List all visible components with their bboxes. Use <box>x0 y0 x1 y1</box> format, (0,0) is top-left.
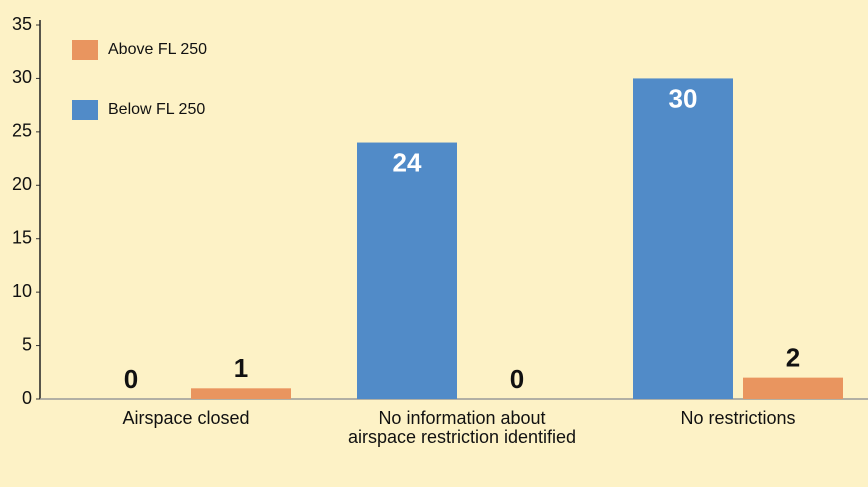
legend-label: Below FL 250 <box>108 101 205 118</box>
y-tick-label: 10 <box>12 281 32 301</box>
x-tick-label: Airspace closed <box>122 408 250 428</box>
y-tick-label: 0 <box>22 388 32 408</box>
legend-swatch <box>72 100 98 120</box>
x-tick-label: No restrictions <box>680 408 796 428</box>
legend-label: Above FL 250 <box>108 41 207 58</box>
value-label: 1 <box>234 353 248 383</box>
bar <box>191 388 291 399</box>
bar <box>743 377 843 399</box>
value-label: 24 <box>393 147 422 177</box>
bar <box>357 142 457 400</box>
y-tick-label: 20 <box>12 174 32 194</box>
y-tick-label: 15 <box>12 227 32 247</box>
x-tick-label: No information about airspace restrictio… <box>347 408 577 447</box>
value-label: 30 <box>669 83 698 113</box>
legend-swatch <box>72 40 98 60</box>
bar <box>633 78 733 399</box>
value-label: 0 <box>510 364 524 394</box>
y-tick-label: 5 <box>22 334 32 354</box>
y-tick-label: 35 <box>12 14 32 34</box>
value-label: 2 <box>786 343 800 373</box>
y-tick-label: 30 <box>12 67 32 87</box>
value-label: 0 <box>124 364 138 394</box>
y-tick-label: 25 <box>12 121 32 141</box>
